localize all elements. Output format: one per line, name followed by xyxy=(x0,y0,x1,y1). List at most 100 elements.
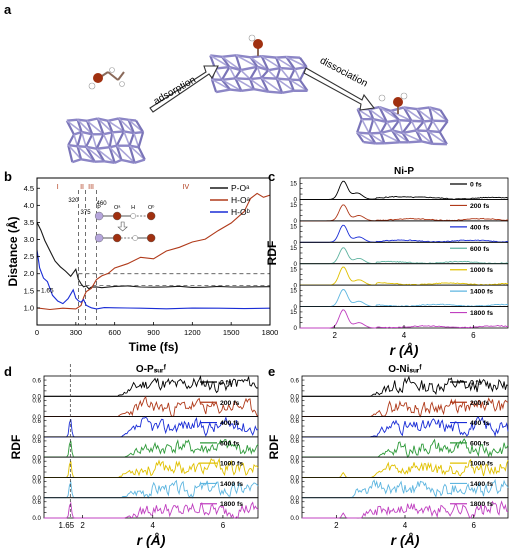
adsorption-arrow: adsorption xyxy=(149,65,219,113)
legend-label: 200 fs xyxy=(220,400,239,407)
slab-bond xyxy=(85,120,94,135)
chart-title: Ni-P xyxy=(394,166,414,177)
slab-bond xyxy=(91,134,98,149)
y-tick-label: 0.0 xyxy=(32,414,41,421)
slab-bond xyxy=(73,130,83,136)
legend-label: 1800 fs xyxy=(220,501,243,508)
slab-bond xyxy=(253,88,269,93)
slab-bond xyxy=(135,120,145,133)
slab-bond xyxy=(97,117,109,122)
slab-bond xyxy=(257,65,269,72)
y-tick-label: 0.0 xyxy=(290,393,299,400)
slab-bond xyxy=(356,131,365,143)
slab-bond xyxy=(250,54,262,59)
slab-bond xyxy=(211,78,231,91)
slab-bond xyxy=(71,158,82,164)
y-tick-label: 15 xyxy=(290,309,297,316)
slab-bond xyxy=(77,145,87,149)
atom-label: Oᵃ xyxy=(114,205,121,211)
slab-bond xyxy=(423,121,429,132)
slab-bond xyxy=(390,129,401,143)
slab-bond xyxy=(111,132,118,146)
x-tick-label: 900 xyxy=(147,328,160,337)
slab-bond xyxy=(280,66,295,71)
slab-bond xyxy=(229,65,242,72)
slab-bond xyxy=(115,145,123,161)
y-tick-label: 2.0 xyxy=(24,269,34,278)
slab-bond xyxy=(104,160,115,164)
slab-bond xyxy=(112,130,124,134)
y-axis-label: Distance (Å) xyxy=(5,216,20,286)
slab-bond xyxy=(399,118,412,123)
slab-bond xyxy=(398,119,404,134)
legend-label: 1000 fs xyxy=(220,461,243,468)
ni-slab-dissociated xyxy=(356,105,449,146)
y-tick-label: 0.6 xyxy=(290,479,299,486)
slab-bond xyxy=(96,146,110,150)
slab-bond xyxy=(276,77,290,81)
slab-bond xyxy=(76,119,93,135)
x-tick-label: 4 xyxy=(403,521,408,530)
slab-bond xyxy=(384,141,400,145)
slab-bond xyxy=(357,131,370,135)
y-tick-label: 1.0 xyxy=(24,303,34,312)
y-tick-label: 0 xyxy=(294,239,298,246)
slab-bond xyxy=(356,118,363,133)
y-tick-label: 4.5 xyxy=(24,184,34,193)
slab-bond xyxy=(108,132,114,148)
legend-label: P-Oᵃ xyxy=(231,183,250,193)
slab-bond xyxy=(85,133,94,148)
slab-bond xyxy=(95,133,105,150)
y-tick-label: 0.6 xyxy=(32,479,41,486)
slab-bond xyxy=(221,77,236,82)
slab-bond xyxy=(285,56,307,68)
legend-label: 400 fs xyxy=(470,420,489,427)
y-tick-label: 0.0 xyxy=(290,515,299,522)
slab-bond xyxy=(427,129,440,134)
slab-bond xyxy=(411,119,424,123)
x-tick-label: 600 xyxy=(108,328,121,337)
slab-bond xyxy=(68,143,78,148)
y-tick-label: 3.0 xyxy=(24,235,34,244)
y-tick-label: 0.6 xyxy=(32,458,41,465)
x-axis-label: r (Å) xyxy=(137,532,166,548)
y-tick-label: 0.0 xyxy=(32,495,41,502)
slab-bond xyxy=(114,158,122,164)
y-tick-label: 0.6 xyxy=(290,377,299,384)
legend-label: 1400 fs xyxy=(470,481,493,488)
atom xyxy=(146,211,156,221)
y-tick-label: 0 xyxy=(294,325,298,332)
slab-bond xyxy=(86,117,98,123)
slab-bond xyxy=(299,79,309,92)
slab-bond xyxy=(380,132,401,143)
x-axis-label: r (Å) xyxy=(391,532,420,548)
atom-label: Oᵇ xyxy=(148,204,154,211)
y-tick-label: 0.0 xyxy=(32,475,41,482)
series-line-P-Oᵃ xyxy=(36,222,271,290)
slab-bond xyxy=(121,158,135,164)
slab-bond xyxy=(368,108,375,120)
slab-bond xyxy=(249,66,259,80)
y-tick-label: 0 xyxy=(294,197,298,204)
atom-label: H xyxy=(131,205,135,211)
slab-bond xyxy=(402,132,422,143)
slab-bond xyxy=(103,131,113,136)
slab-bond xyxy=(276,77,295,92)
legend-label: H-Oᵃ xyxy=(231,195,251,205)
x-tick-label: 1800 xyxy=(262,328,279,337)
slab-bond xyxy=(285,56,296,70)
slab-bond xyxy=(128,145,136,164)
slab-bond xyxy=(235,54,251,59)
y-tick-label: 0.6 xyxy=(32,418,41,425)
slab-bond xyxy=(289,78,301,82)
slab-bond xyxy=(234,77,255,90)
slab-bond xyxy=(210,54,223,58)
slab-bond xyxy=(117,118,125,132)
slab-bond xyxy=(229,88,242,92)
slab-bond xyxy=(428,106,449,122)
legend-label: 200 fs xyxy=(470,400,489,407)
slab-bond xyxy=(67,144,74,163)
legend-label: H-Oᵇ xyxy=(231,207,250,217)
slab-bond xyxy=(134,158,146,164)
slab-bond xyxy=(289,78,308,92)
